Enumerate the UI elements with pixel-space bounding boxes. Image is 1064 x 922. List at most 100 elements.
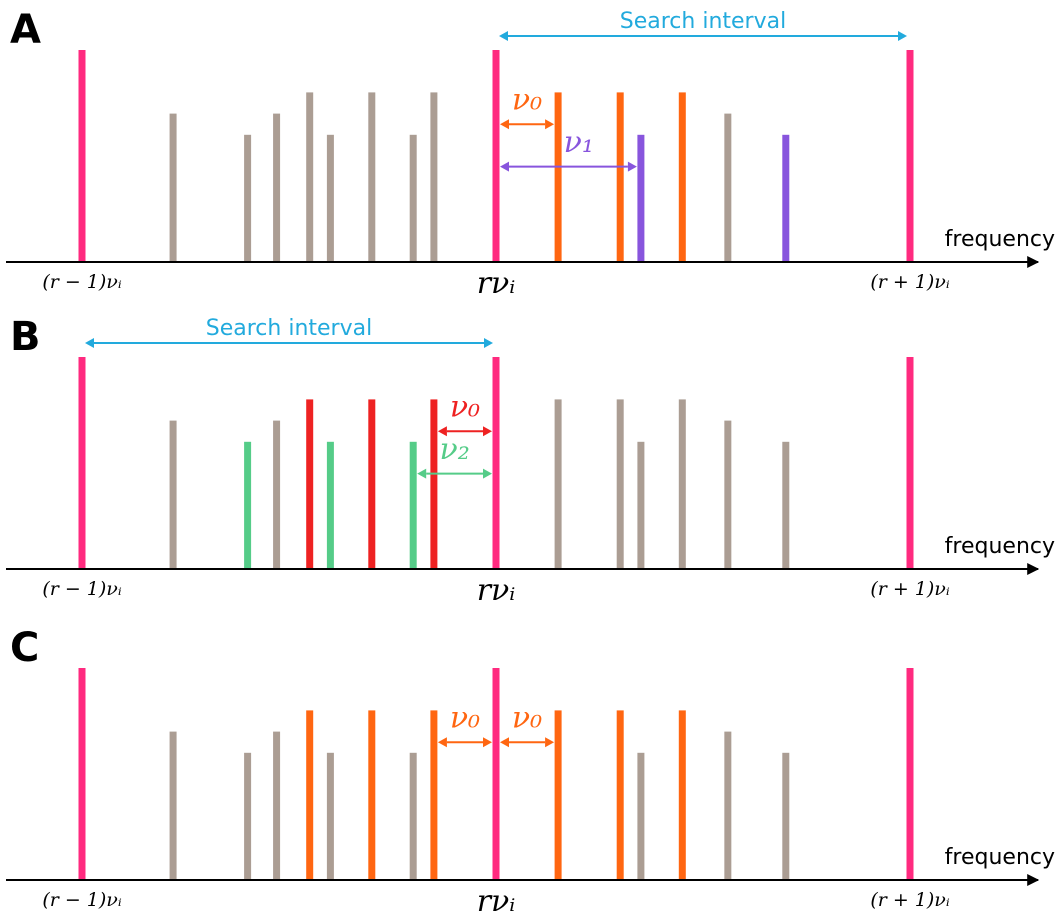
panel-c-line-2: [906, 668, 914, 880]
panel-c-offset-arrow-0-head-right: [483, 737, 492, 748]
panel-b-line-16: [782, 441, 790, 569]
panel-c-tick-left: (r − 1)νᵢ: [42, 889, 122, 911]
panel-a-line-2: [906, 50, 914, 262]
panel-c-offset-arrow-1-head-right: [545, 737, 555, 748]
panel-c-letter: C: [10, 625, 39, 671]
panel-a-line-11: [554, 92, 562, 263]
panel-c-tick-center: rνᵢ: [477, 884, 516, 917]
panel-b-search-interval-arrow: [85, 338, 493, 348]
panel-a-tick-left: (r − 1)νᵢ: [42, 271, 122, 293]
panel-b-line-10: [430, 399, 438, 569]
panel-b-line-11: [554, 399, 562, 569]
panel-c-offset-label-0: ν₀: [450, 700, 480, 735]
panel-a-line-13: [637, 134, 645, 262]
panel-b-offset-arrow-0-head-left: [437, 426, 447, 437]
panel-a-search-interval-arrow-head-left: [499, 31, 508, 41]
panel-b-line-14: [678, 399, 686, 569]
panel-b-line-8: [368, 399, 376, 569]
panel-a-search-interval-label: Search interval: [620, 9, 786, 34]
panel-a-line-7: [326, 134, 334, 262]
panel-a-line-16: [782, 134, 790, 262]
panel-a-line-4: [244, 134, 252, 262]
panel-b-letter: B: [10, 314, 41, 360]
panel-a-line-14: [678, 92, 686, 263]
panel-c-line-15: [724, 731, 732, 880]
panel-c-line-8: [368, 710, 376, 880]
panel-c-line-10: [430, 710, 438, 880]
panel-a-letter: A: [10, 7, 41, 53]
panel-c-line-11: [554, 710, 562, 880]
panel-c-offset-label-1: ν₀: [512, 700, 542, 735]
panel-a-line-9: [409, 134, 417, 262]
panel-b-offset-label-1: ν₂: [439, 432, 469, 467]
panel-c-line-3: [169, 731, 177, 880]
panel-b-line-0: [78, 357, 86, 569]
panel-c-offset-arrow-1: [500, 737, 555, 748]
panel-b-line-15: [724, 420, 732, 569]
panel-b-search-interval-label: Search interval: [206, 316, 372, 341]
panel-c-line-9: [409, 752, 417, 880]
panel-c-tick-right: (r + 1)νᵢ: [870, 889, 950, 911]
panel-a-offset-label-0: ν₀: [512, 82, 542, 117]
panel-b-line-1: [492, 357, 500, 569]
panel-b-search-interval-arrow-head-left: [85, 338, 94, 348]
panel-c-line-14: [678, 710, 686, 880]
panel-b-search-interval-arrow-head-right: [484, 338, 493, 348]
panel-c-offset-arrow-0-head-left: [437, 737, 447, 748]
panel-c-offset-arrow-1-head-left: [500, 737, 509, 748]
panel-a-line-6: [306, 92, 314, 263]
panel-b-line-7: [326, 441, 334, 569]
panel-a-offset-label-1: ν₁: [564, 125, 594, 160]
panel-a-offset-arrow-1: [500, 161, 637, 172]
panel-b-offset-arrow-1-head-right: [483, 468, 492, 479]
panel-b-offset-label-0: ν₀: [450, 389, 480, 424]
panel-a-tick-right: (r + 1)νᵢ: [870, 271, 950, 293]
panel-b-line-13: [637, 441, 645, 569]
panel-a-offset-arrow-0-head-right: [545, 119, 555, 130]
panel-b-line-6: [306, 399, 314, 569]
panel-b-line-12: [616, 399, 624, 569]
panel-c-line-6: [306, 710, 314, 880]
panel-b-line-9: [409, 441, 417, 569]
panel-a-line-3: [169, 113, 177, 262]
panel-a-search-interval-arrow-head-right: [898, 31, 907, 41]
panel-a-line-1: [492, 50, 500, 262]
panel-b-offset-arrow-1-head-left: [417, 468, 427, 479]
panel-a-search-interval-arrow: [499, 31, 907, 41]
panel-c-line-7: [326, 752, 334, 880]
panel-b-tick-center: rνᵢ: [477, 573, 516, 608]
panel-c-line-0: [78, 668, 86, 880]
panel-a-line-5: [273, 113, 281, 262]
panel-c-line-1: [492, 668, 500, 880]
panel-b-line-2: [906, 357, 914, 569]
panel-c-line-12: [616, 710, 624, 880]
panel-b-tick-left: (r − 1)νᵢ: [42, 578, 122, 600]
panel-b-line-3: [169, 420, 177, 569]
panel-a-offset-arrow-0: [500, 119, 555, 130]
panel-b-tick-right: (r + 1)νᵢ: [870, 578, 950, 600]
panel-c-line-16: [782, 752, 790, 880]
panel-b-line-4: [244, 441, 252, 569]
panel-a-offset-arrow-1-head-left: [500, 161, 509, 172]
panel-c-axis-label: frequency: [945, 845, 1055, 870]
panel-c-offset-arrow-0: [437, 737, 492, 748]
panel-b-offset-arrow-0: [437, 426, 492, 437]
panel-a-line-15: [724, 113, 732, 262]
panel-a-line-8: [368, 92, 376, 263]
panel-a-line-12: [616, 92, 624, 263]
panel-b-offset-arrow-0-head-right: [483, 426, 492, 437]
panel-c-line-4: [244, 752, 252, 880]
panel-a-axis-label: frequency: [945, 227, 1055, 252]
panel-a-offset-arrow-0-head-left: [500, 119, 509, 130]
panel-a-tick-center: rνᵢ: [477, 266, 516, 301]
panel-b-offset-arrow-1: [417, 468, 492, 479]
panel-b-line-5: [273, 420, 281, 569]
panel-b-axis-label: frequency: [945, 534, 1055, 559]
panel-c-line-5: [273, 731, 281, 880]
panel-a-line-0: [78, 50, 86, 262]
